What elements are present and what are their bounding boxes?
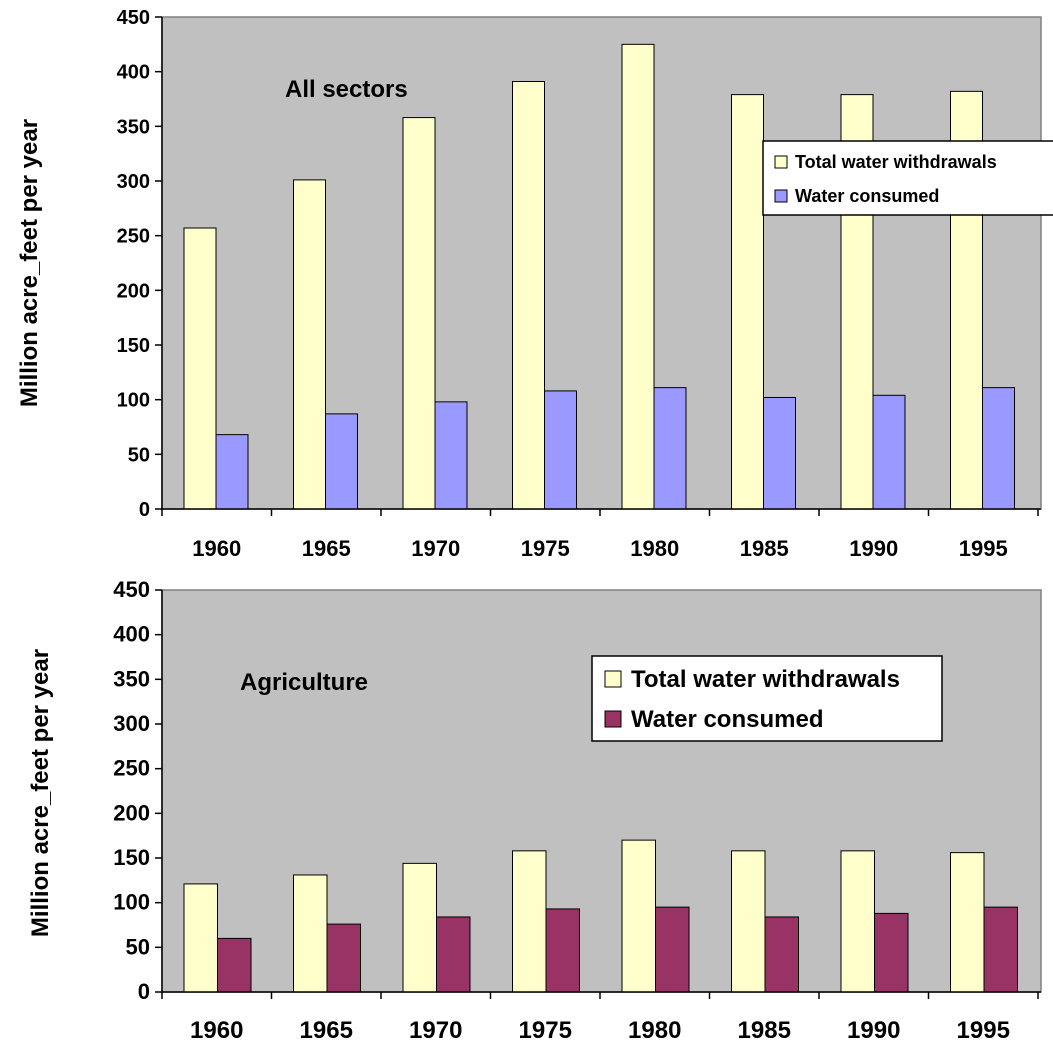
legend: Total water withdrawals Water consumed: [591, 655, 943, 742]
y-tick-label: 250: [113, 756, 150, 781]
bar-consumed: [217, 937, 252, 993]
bar-consumed: [326, 923, 361, 993]
bar-withdrawals: [183, 883, 218, 993]
x-tick-label: 1995: [959, 536, 1008, 561]
x-tick-label: 1980: [628, 1017, 681, 1044]
x-tick-label: 1995: [957, 1017, 1010, 1044]
y-tick-label: 450: [113, 577, 150, 602]
x-tick-label: 1990: [849, 536, 898, 561]
y-tick-label: 300: [117, 171, 150, 193]
bar-consumed: [763, 396, 796, 510]
bars-layer: [183, 43, 1015, 510]
bar-consumed: [545, 908, 580, 993]
chart-all-sectors: 0 50 100 150 200 250 300 350 400 450 1960 1965 1970…: [16, 7, 1053, 561]
y-tick-label: 400: [117, 62, 150, 84]
legend-swatch-consumed: [774, 189, 788, 203]
x-tick-label: 1980: [630, 536, 679, 561]
legend-label-withdrawals: Total water withdrawals: [795, 152, 997, 172]
y-axis: 0 50 100 150 200 250 300 350 400 450: [117, 7, 163, 521]
x-tick-label: 1960: [192, 536, 241, 561]
y-tick-label: 300: [113, 711, 150, 736]
bar-consumed: [653, 387, 687, 510]
y-tick-label: 50: [126, 934, 150, 959]
x-axis: 1960 1965 1970 1975 1980 1985 1990 1995: [161, 991, 1041, 1044]
y-axis-label: Million acre_feet per year: [16, 119, 43, 407]
bar-withdrawals: [512, 81, 545, 510]
legend-swatch-withdrawals: [774, 155, 788, 169]
y-tick-label: 200: [117, 280, 150, 302]
panel-annotation: All sectors: [285, 76, 408, 103]
bar-withdrawals: [402, 117, 436, 510]
y-tick-label: 100: [113, 890, 150, 915]
x-tick-label: 1985: [740, 536, 789, 561]
y-axis-label: Million acre_feet per year: [27, 649, 54, 937]
bar-withdrawals: [621, 43, 655, 510]
y-tick-label: 100: [117, 390, 150, 412]
bar-consumed: [215, 434, 249, 510]
x-tick-label: 1960: [190, 1017, 243, 1044]
panel-annotation: Agriculture: [240, 669, 368, 696]
y-tick-label: 350: [117, 116, 150, 138]
y-tick-label: 0: [139, 499, 150, 521]
bar-withdrawals: [621, 839, 656, 993]
bar-consumed: [764, 916, 799, 993]
bar-withdrawals: [402, 862, 437, 993]
x-tick-label: 1975: [519, 1017, 572, 1044]
legend: Total water withdrawals Water consumed: [762, 140, 1053, 216]
bar-withdrawals: [293, 179, 326, 510]
x-tick-label: 1970: [411, 536, 460, 561]
legend-swatch-withdrawals: [604, 670, 622, 688]
bar-consumed: [982, 387, 1015, 510]
y-tick-label: 450: [117, 7, 150, 29]
x-tick-label: 1985: [738, 1017, 791, 1044]
y-tick-label: 250: [117, 226, 150, 248]
bar-withdrawals: [731, 94, 764, 510]
legend-box: [762, 140, 1053, 216]
x-tick-label: 1970: [409, 1017, 462, 1044]
bar-consumed: [874, 912, 909, 993]
y-tick-label: 0: [138, 979, 150, 1004]
bar-withdrawals: [950, 852, 985, 993]
bar-withdrawals: [293, 874, 328, 993]
x-tick-label: 1965: [302, 536, 351, 561]
bar-consumed: [983, 906, 1018, 993]
x-tick-label: 1990: [847, 1017, 900, 1044]
y-axis: 0 50 100 150 200 250 300 350 400 450: [113, 577, 163, 1004]
bar-withdrawals: [512, 850, 547, 993]
bar-consumed: [434, 401, 468, 510]
legend-label-consumed: Water consumed: [631, 706, 823, 733]
legend-box: [591, 655, 943, 742]
y-tick-label: 400: [113, 622, 150, 647]
bar-withdrawals: [731, 850, 766, 993]
chart-agriculture: 0 50 100 150 200 250 300 350 400 450 1960 1965 1970…: [27, 577, 1042, 1044]
bar-consumed: [655, 906, 690, 993]
bars-layer: [183, 839, 1018, 993]
bar-consumed: [544, 390, 577, 510]
x-tick-label: 1975: [521, 536, 570, 561]
y-tick-label: 350: [113, 666, 150, 691]
y-tick-label: 150: [117, 335, 150, 357]
bar-consumed: [325, 413, 358, 510]
x-axis: 1960 1965 1970 1975 1980 1985 1990 1995: [161, 508, 1041, 561]
legend-swatch-consumed: [604, 710, 622, 728]
y-tick-label: 50: [128, 444, 150, 466]
bar-withdrawals: [183, 227, 217, 510]
x-tick-label: 1965: [300, 1017, 353, 1044]
bar-withdrawals: [840, 850, 875, 993]
bar-consumed: [872, 394, 906, 510]
bar-consumed: [436, 916, 471, 993]
y-tick-label: 150: [113, 845, 150, 870]
y-tick-label: 200: [113, 800, 150, 825]
legend-label-consumed: Water consumed: [795, 186, 939, 206]
legend-label-withdrawals: Total water withdrawals: [631, 666, 900, 693]
